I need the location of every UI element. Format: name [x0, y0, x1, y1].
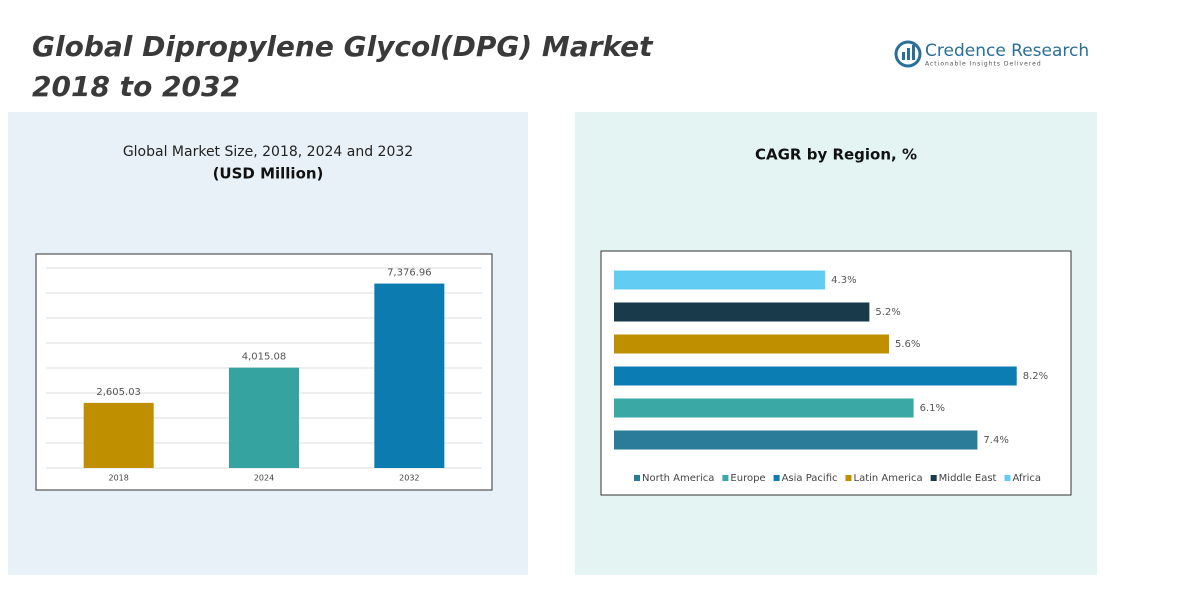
value-label: 4.3% [831, 275, 856, 286]
legend-label: Africa [1012, 473, 1041, 484]
bar [614, 398, 914, 418]
x-tick-label: 2032 [399, 474, 419, 483]
logo-tagline: Actionable Insights Delivered [925, 61, 1042, 68]
bar [614, 302, 870, 322]
value-label: 5.6% [895, 339, 920, 350]
legend-swatch [773, 475, 780, 481]
value-label: 6.1% [920, 403, 945, 414]
value-label: 2,605.03 [96, 387, 141, 398]
legend-label: Europe [730, 473, 765, 484]
value-label: 7,376.96 [387, 268, 432, 279]
chart-subtitle: (USD Million) [213, 165, 324, 183]
value-label: 8.2% [1023, 371, 1048, 382]
legend-swatch [634, 475, 640, 481]
bar [614, 366, 1017, 386]
bar [374, 283, 445, 468]
legend-label: North America [642, 473, 714, 484]
page-title: Global Dipropylene Glycol(DPG) Market [32, 30, 654, 63]
page-title: 2018 to 2032 [32, 70, 240, 103]
legend-swatch [722, 475, 729, 481]
logo-icon [902, 52, 905, 60]
legend-label: Asia Pacific [782, 473, 838, 484]
x-tick-label: 2018 [108, 474, 128, 483]
bar [614, 270, 826, 290]
bar [614, 334, 890, 354]
logo-icon [894, 40, 922, 68]
logo-icon [907, 48, 910, 60]
value-label: 4,015.08 [242, 352, 287, 363]
chart-title: CAGR by Region, % [755, 146, 917, 164]
x-tick-label: 2024 [254, 474, 274, 483]
value-label: 5.2% [875, 307, 900, 318]
chart-title: Global Market Size, 2018, 2024 and 2032 [123, 144, 413, 160]
legend-label: Latin America [854, 473, 923, 484]
bar [614, 430, 978, 450]
bar [83, 402, 154, 468]
bar [229, 367, 299, 468]
logo-name: Credence Research [925, 41, 1089, 61]
value-label: 7.4% [983, 435, 1008, 446]
legend-label: Middle East [939, 473, 997, 484]
logo-icon [912, 45, 915, 60]
legend-swatch [845, 475, 852, 481]
legend-swatch [930, 475, 937, 481]
legend-swatch [1004, 475, 1011, 481]
logo: Credence Research Actionable Insights De… [894, 40, 1089, 68]
